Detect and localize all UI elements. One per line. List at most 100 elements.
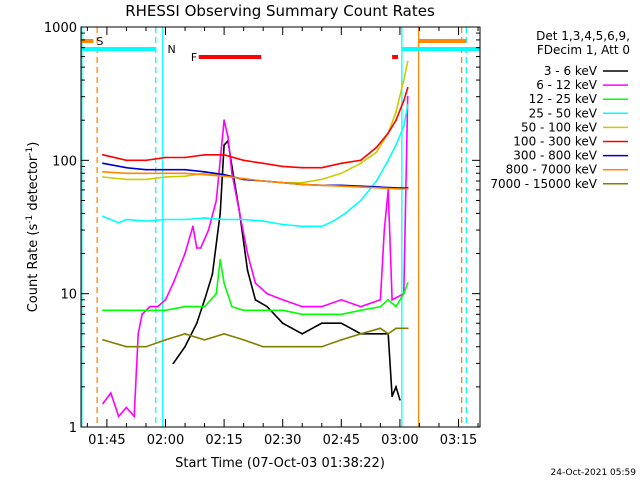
series-point [281, 309, 284, 312]
series-point [164, 176, 167, 178]
series-point [406, 188, 409, 190]
series-point [145, 168, 147, 171]
series-point [184, 175, 186, 178]
series-point [281, 322, 284, 325]
x-tick-label: 02:30 [264, 433, 301, 448]
series-point [395, 305, 397, 308]
series-point [395, 327, 397, 330]
series-point [164, 298, 167, 301]
series-point [215, 199, 218, 202]
series-point [262, 180, 265, 182]
series-point [164, 339, 167, 341]
series-point [199, 247, 202, 249]
series-point [359, 309, 362, 312]
series-point [301, 305, 304, 308]
series-point [156, 305, 159, 308]
series-point [281, 298, 284, 301]
series-point [254, 282, 257, 285]
series-point [402, 292, 405, 295]
series-point [125, 406, 128, 409]
legend-entry-label: 12 - 25 keV [529, 92, 598, 106]
series-point [164, 172, 167, 175]
series-point [262, 162, 265, 165]
series-point [301, 313, 304, 316]
series-point [399, 188, 401, 190]
series-point [262, 220, 265, 223]
series-point [320, 305, 323, 308]
series-point [117, 221, 120, 224]
x-tick-label: 02:00 [147, 433, 184, 448]
series-point [125, 345, 128, 348]
series-line [102, 96, 409, 419]
series-point [320, 178, 323, 181]
series-point [203, 170, 206, 173]
series-point [184, 156, 186, 159]
status-bar-n-label: N [168, 43, 176, 56]
series-point [379, 327, 382, 330]
legend-header-line-2: FDecim 1, Att 0 [537, 43, 630, 57]
series-point [215, 292, 218, 295]
series-point [102, 215, 104, 218]
series-point [320, 313, 323, 316]
series-point [133, 415, 136, 418]
series-point [399, 398, 401, 401]
series-point [359, 186, 362, 188]
series-point [301, 225, 304, 228]
series-point [184, 172, 186, 175]
status-bars-layer: S N F [81, 35, 480, 64]
series-point [223, 332, 226, 335]
series-point [395, 144, 397, 147]
series-point [359, 199, 362, 202]
series-point [102, 309, 104, 312]
series-point [262, 309, 265, 312]
series-point [402, 79, 405, 81]
series-point [406, 327, 409, 330]
series-point [203, 173, 206, 176]
series-point [246, 252, 249, 255]
series-point [383, 229, 386, 231]
legend-entry-label: 25 - 50 keV [529, 106, 598, 120]
series-point [203, 298, 206, 301]
series-point [340, 162, 343, 165]
y-tick-label: 1 [69, 421, 77, 436]
series-point [203, 153, 206, 156]
legend-entry-label: 7000 - 15000 keV [490, 177, 597, 191]
plot-frame [80, 26, 481, 428]
series-point [391, 298, 393, 301]
series-point [125, 178, 128, 181]
series-point [195, 322, 198, 325]
series-point [301, 166, 304, 169]
legend-entry-label: 100 - 300 keV [513, 135, 597, 149]
series-point [137, 332, 140, 335]
series-point [340, 322, 343, 325]
series-point [266, 305, 268, 308]
chart-title: RHESSI Observing Summary Count Rates [125, 2, 435, 20]
series-point [164, 168, 167, 171]
series-point [102, 339, 104, 341]
series-point [262, 345, 265, 348]
series-point [375, 146, 378, 149]
x-tick-label: 02:15 [205, 433, 242, 448]
series-point [340, 185, 343, 188]
series-point [172, 362, 175, 365]
series-point [387, 332, 390, 335]
series-point [266, 292, 268, 295]
series-point [203, 339, 206, 341]
series-point [301, 332, 304, 335]
series-point [387, 159, 390, 162]
series-point [184, 345, 186, 348]
legend-entry-label: 6 - 12 keV [536, 78, 598, 92]
series-point [223, 218, 226, 221]
series-point [301, 345, 304, 348]
y-axis-label-mid: detector [26, 155, 41, 215]
series-point [340, 298, 343, 301]
series-point [242, 218, 245, 221]
series-point [246, 269, 249, 272]
series-point [191, 225, 194, 228]
series-point [242, 309, 245, 312]
series-point [102, 153, 104, 156]
series-point [375, 151, 378, 154]
series-point [320, 322, 323, 325]
series-point [223, 175, 226, 178]
series-point [254, 298, 257, 301]
